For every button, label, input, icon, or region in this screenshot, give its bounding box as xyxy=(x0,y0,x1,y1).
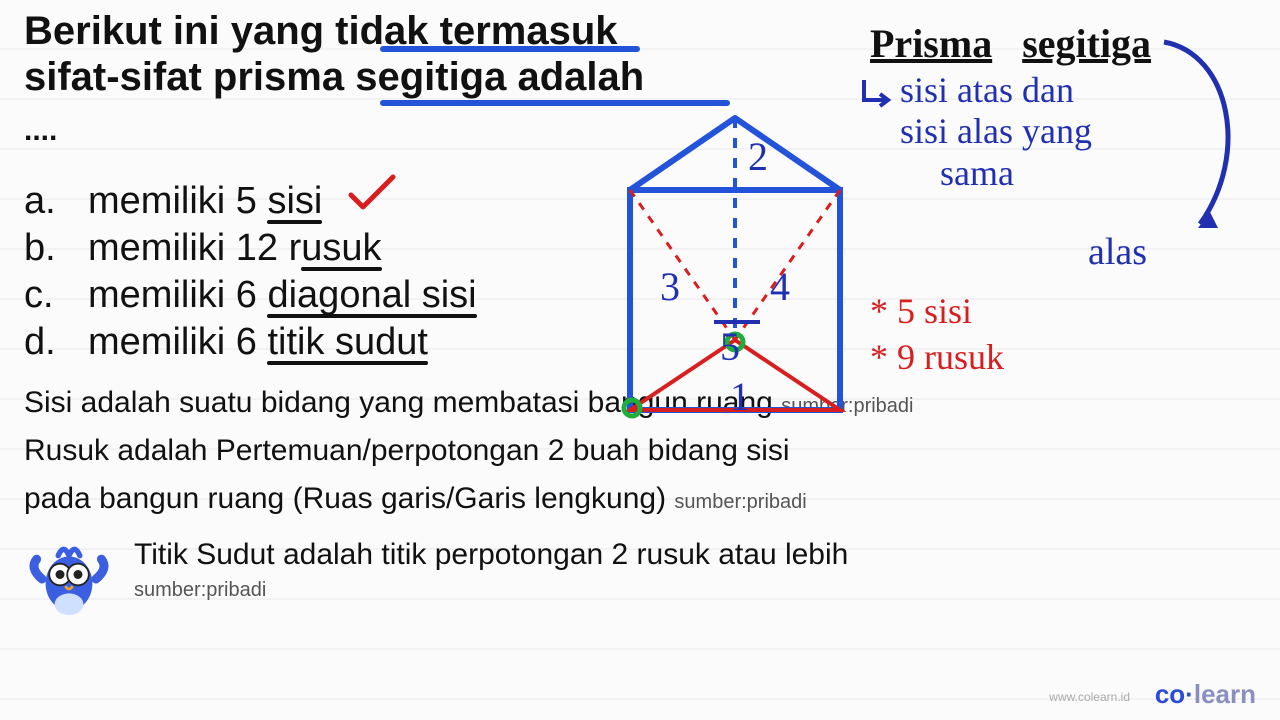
def-titik: Titik Sudut adalah titik perpotongan 2 r… xyxy=(134,534,848,576)
check-icon xyxy=(347,173,397,213)
def-rusuk-2: pada bangun ruang (Ruas garis/Garis leng… xyxy=(24,478,1256,520)
prism-label-5: 5 xyxy=(720,324,740,369)
arrow-down-right-icon xyxy=(856,76,896,116)
annot-star-1: * 5 sisi xyxy=(870,290,972,332)
prism-label-4: 4 xyxy=(770,264,790,309)
brand-logo: co·learn xyxy=(1155,679,1256,710)
def-titik-source: sumber:pribadi xyxy=(134,576,848,604)
curved-arrow-icon xyxy=(1160,34,1270,244)
prism-diagram: 2 3 4 5 1 xyxy=(620,110,850,420)
mascot-icon xyxy=(24,534,114,624)
annot-title: Prisma segitiga xyxy=(870,20,1151,67)
underline-blue-2 xyxy=(380,46,640,52)
prism-label-2: 2 xyxy=(748,134,768,179)
annot-star-2: * 9 rusuk xyxy=(870,336,1004,378)
def-rusuk-1: Rusuk adalah Pertemuan/perpotongan 2 bua… xyxy=(24,430,1256,472)
prism-label-3: 3 xyxy=(660,264,680,309)
prism-label-1: 1 xyxy=(730,374,750,419)
underline-blue-1 xyxy=(380,100,730,106)
annot-alas: alas xyxy=(1088,230,1147,274)
brand-url: www.colearn.id xyxy=(1049,690,1130,704)
